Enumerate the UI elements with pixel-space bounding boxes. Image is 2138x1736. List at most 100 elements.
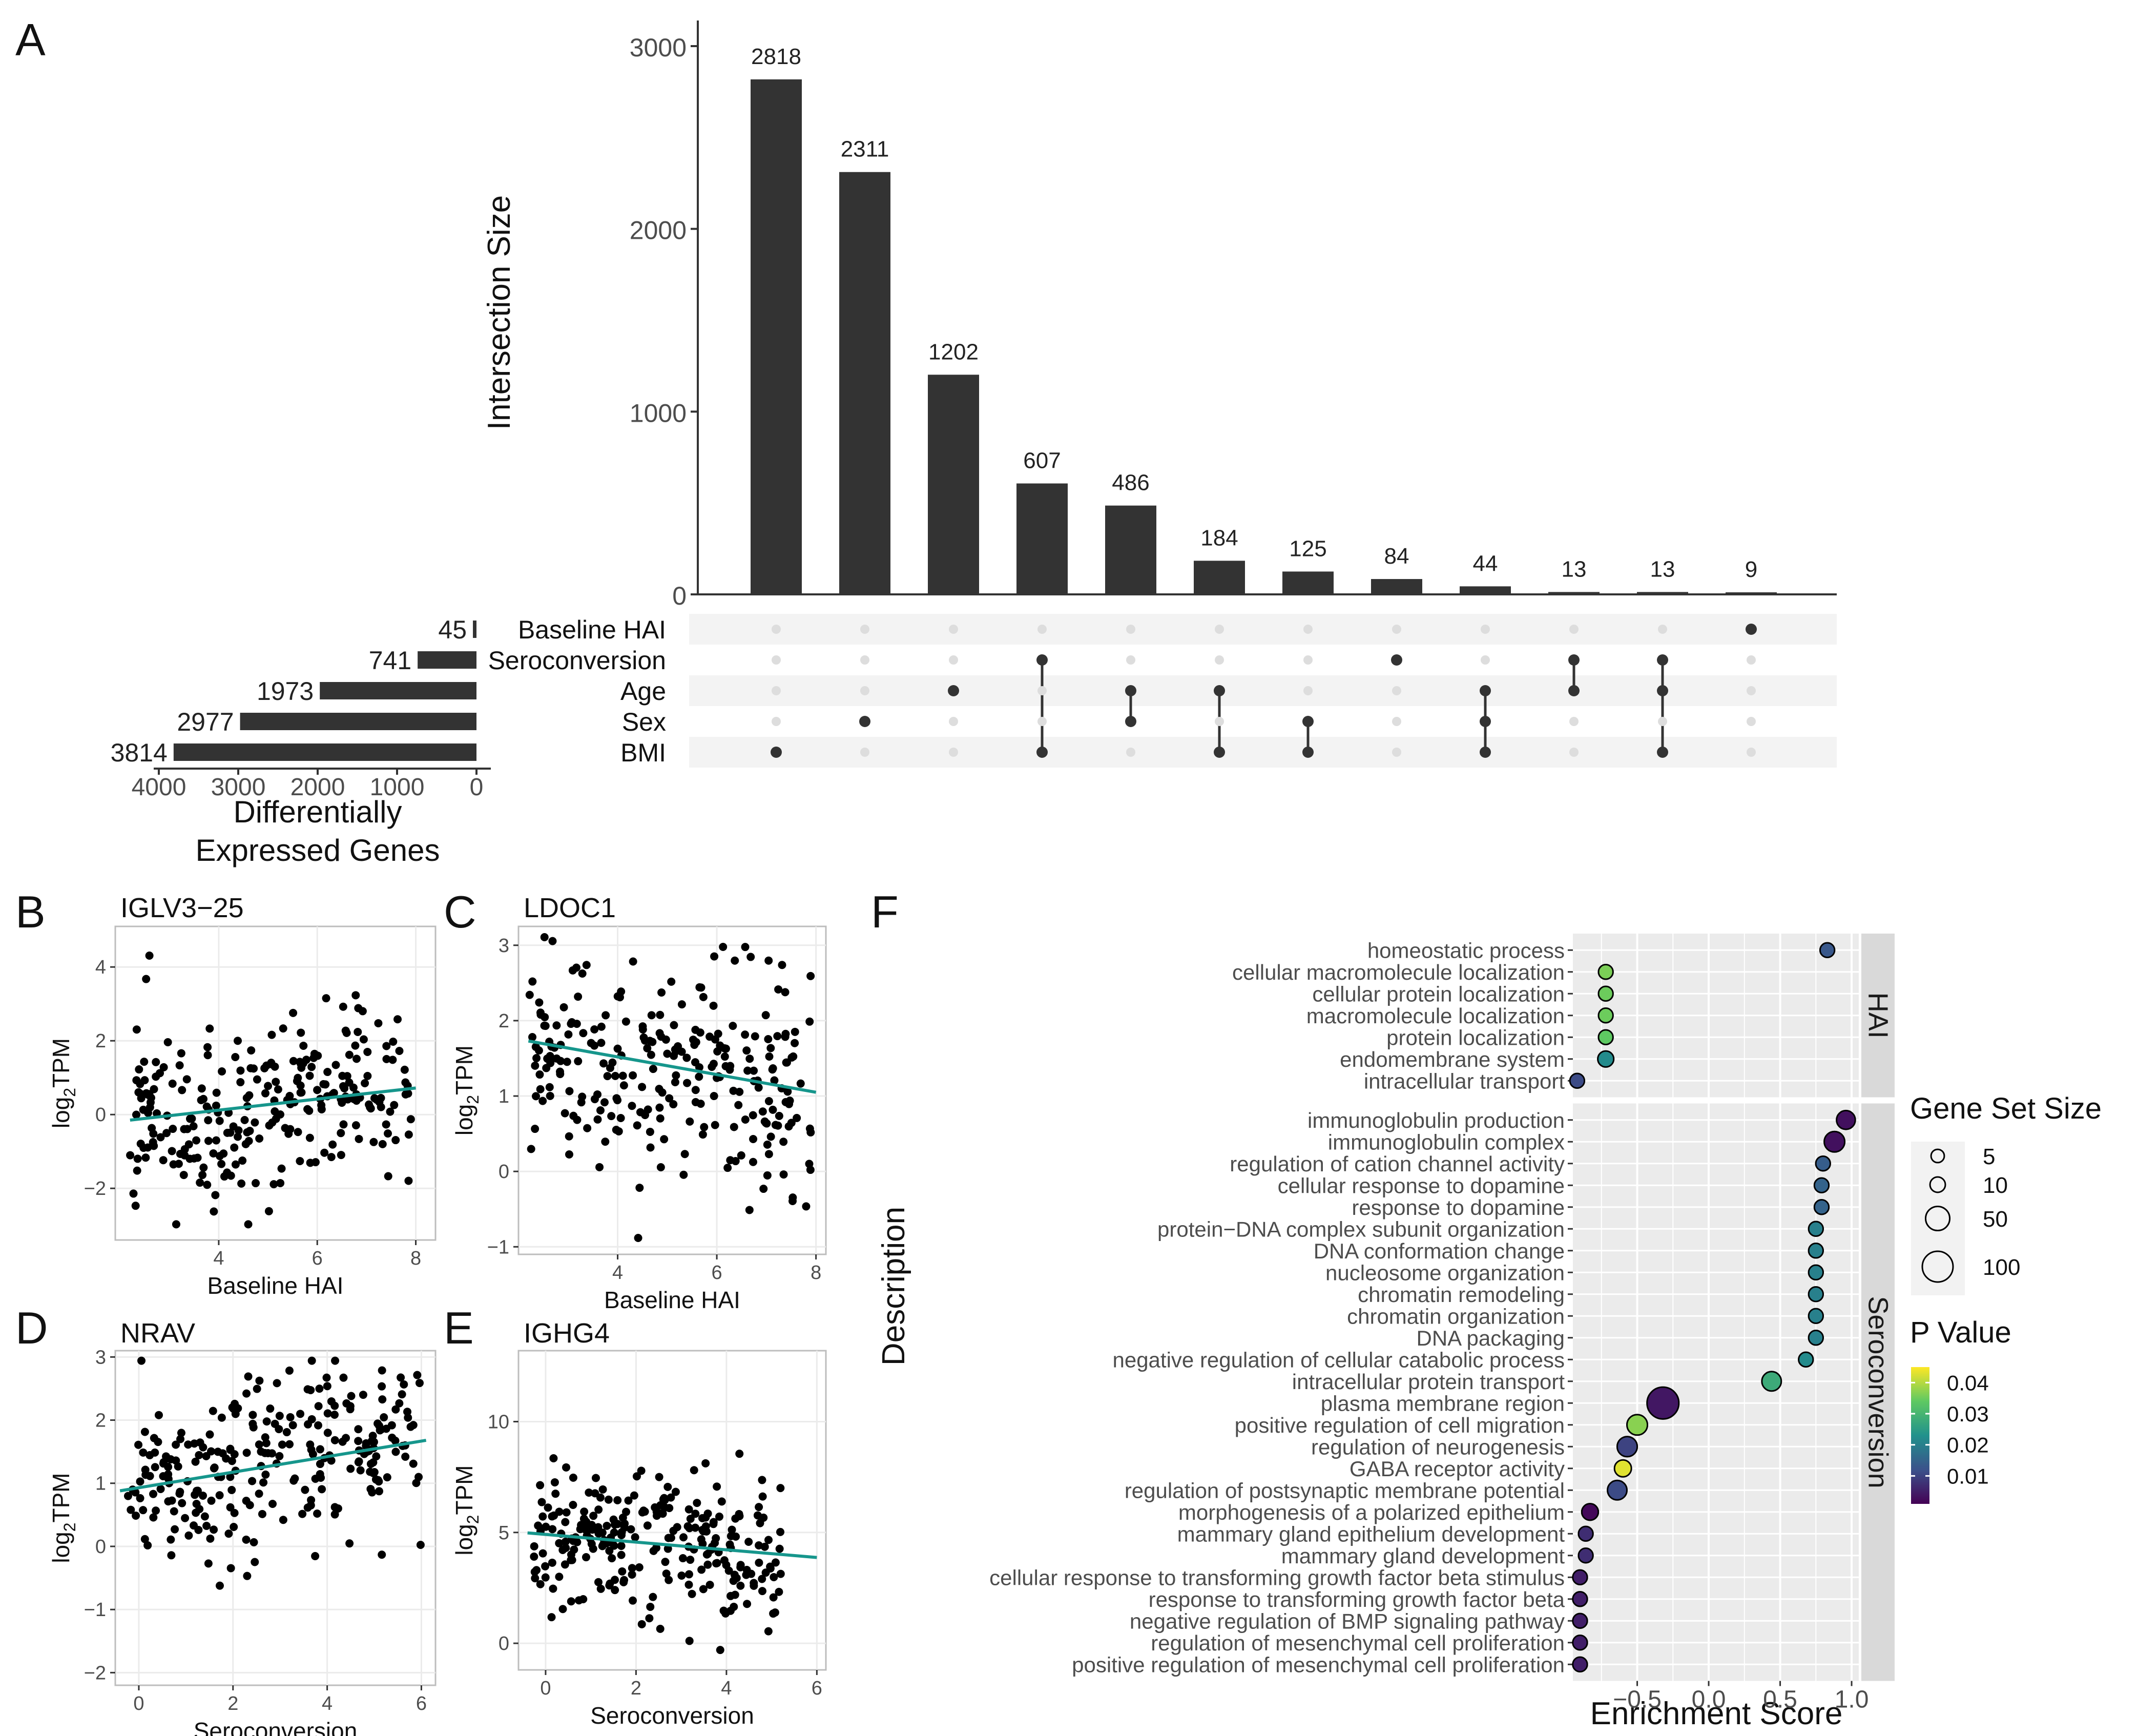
- scatter-point: [223, 1168, 232, 1177]
- scatter-point: [223, 1128, 232, 1137]
- term-label: cellular protein localization: [1312, 982, 1565, 1006]
- scatter-point: [723, 1164, 732, 1172]
- scatter-point: [313, 1509, 322, 1518]
- matrix-dot-active: [1568, 654, 1580, 666]
- y-axis-title-subscript: 2: [60, 1522, 79, 1532]
- scatter-point: [149, 1513, 158, 1522]
- scatter-point: [781, 1032, 790, 1041]
- enrichment-dot: [1808, 1308, 1824, 1324]
- matrix-dot-active: [1302, 716, 1314, 727]
- scatter-point: [196, 1179, 204, 1187]
- scatter-point: [532, 1054, 541, 1063]
- matrix-dot-inactive: [860, 655, 869, 665]
- scatter-point: [776, 1527, 784, 1536]
- scatter-point: [638, 1025, 647, 1034]
- scatter-x-tick-label: 8: [410, 1248, 421, 1269]
- scatter-point: [791, 1039, 799, 1047]
- scatter-x-axis-title: Baseline HAI: [604, 1287, 740, 1313]
- scatter-point: [382, 1120, 390, 1129]
- term-label: chromatin remodeling: [1358, 1283, 1565, 1307]
- scatter-point: [656, 1163, 665, 1171]
- scatter-point: [375, 1421, 384, 1430]
- scatter-point: [620, 1519, 629, 1528]
- scatter-point: [731, 956, 739, 965]
- scatter-point: [671, 1078, 679, 1086]
- scatter-point: [168, 1079, 177, 1088]
- term-label: macromolecule localization: [1306, 1004, 1565, 1028]
- scatter-point: [535, 998, 544, 1007]
- scatter-point: [264, 1207, 273, 1215]
- scatter-point: [172, 1220, 180, 1229]
- scatter-point: [678, 1554, 687, 1563]
- scatter-point: [230, 1522, 238, 1531]
- scatter-point: [380, 1413, 388, 1422]
- scatter-point: [307, 1356, 316, 1365]
- scatter-point: [337, 1129, 345, 1138]
- scatter-point: [556, 1067, 565, 1076]
- scatter-point: [245, 1127, 254, 1135]
- scatter-point: [734, 1101, 743, 1109]
- scatter-point: [692, 1038, 700, 1046]
- scatter-point: [218, 1067, 226, 1076]
- scatter-point: [251, 1558, 259, 1566]
- scatter-point: [796, 1079, 805, 1088]
- scatter-point: [200, 1512, 209, 1521]
- scatter-point: [247, 1046, 256, 1055]
- scatter-point: [339, 1120, 348, 1129]
- scatter-point: [528, 977, 537, 986]
- scatter-point: [230, 1143, 239, 1152]
- scatter-point: [652, 1507, 661, 1516]
- scatter-point: [390, 1101, 399, 1109]
- scatter-point: [730, 1123, 738, 1131]
- intersection-bar-label: 44: [1473, 551, 1498, 576]
- scatter-point: [569, 1473, 577, 1482]
- scatter-point: [558, 1545, 567, 1554]
- enrichment-dot: [1616, 1436, 1638, 1458]
- scatter-point: [726, 1532, 735, 1540]
- scatter-point: [561, 1560, 569, 1569]
- scatter-point: [174, 1160, 183, 1168]
- matrix-dot-inactive: [1569, 625, 1579, 634]
- y-axis-title-tpm: TPM: [451, 1465, 478, 1515]
- scatter-point: [212, 1101, 220, 1110]
- scatter-point: [537, 1498, 546, 1506]
- intersection-bar: [1016, 483, 1068, 594]
- scatter-point: [141, 1153, 150, 1162]
- scatter-point: [574, 993, 583, 1001]
- facet-panel-background: [1573, 1103, 1859, 1681]
- intersection-bar-label: 125: [1289, 536, 1326, 561]
- scatter-point: [737, 1151, 745, 1160]
- scatter-point: [382, 1042, 391, 1050]
- scatter-point: [763, 1140, 772, 1149]
- scatter-point: [255, 1134, 264, 1143]
- scatter-y-tick-label: −1: [487, 1236, 509, 1258]
- scatter-x-axis-title: Seroconversion: [590, 1702, 754, 1729]
- scatter-point: [192, 1136, 201, 1145]
- matrix-dot-inactive: [1747, 655, 1756, 665]
- scatter-point: [670, 1051, 678, 1060]
- upset-y-tick-label: 3000: [630, 33, 687, 62]
- scatter-point: [580, 1507, 589, 1516]
- scatter-point: [215, 1117, 224, 1125]
- scatter-point: [775, 1587, 783, 1596]
- scatter-point: [578, 969, 587, 978]
- scatter-point: [327, 1456, 336, 1465]
- scatter-point: [688, 1589, 696, 1598]
- scatter-point: [215, 1581, 224, 1590]
- scatter-point: [262, 1417, 271, 1426]
- enrichment-dot: [1613, 1459, 1632, 1478]
- scatter-point: [759, 1185, 768, 1193]
- enrichment-dot: [1597, 1029, 1614, 1045]
- scatter-point: [162, 1452, 171, 1461]
- scatter-point: [731, 1590, 739, 1599]
- term-label: positive regulation of cell migration: [1235, 1413, 1565, 1437]
- scatter-point: [286, 1413, 295, 1421]
- scatter-point: [549, 1454, 558, 1462]
- scatter-point: [215, 1491, 224, 1500]
- scatter-point: [538, 1097, 547, 1105]
- matrix-dot-inactive: [1303, 625, 1313, 634]
- scatter-point: [611, 1071, 619, 1080]
- matrix-dot-active: [948, 685, 959, 696]
- intersection-bar-label: 84: [1384, 544, 1409, 569]
